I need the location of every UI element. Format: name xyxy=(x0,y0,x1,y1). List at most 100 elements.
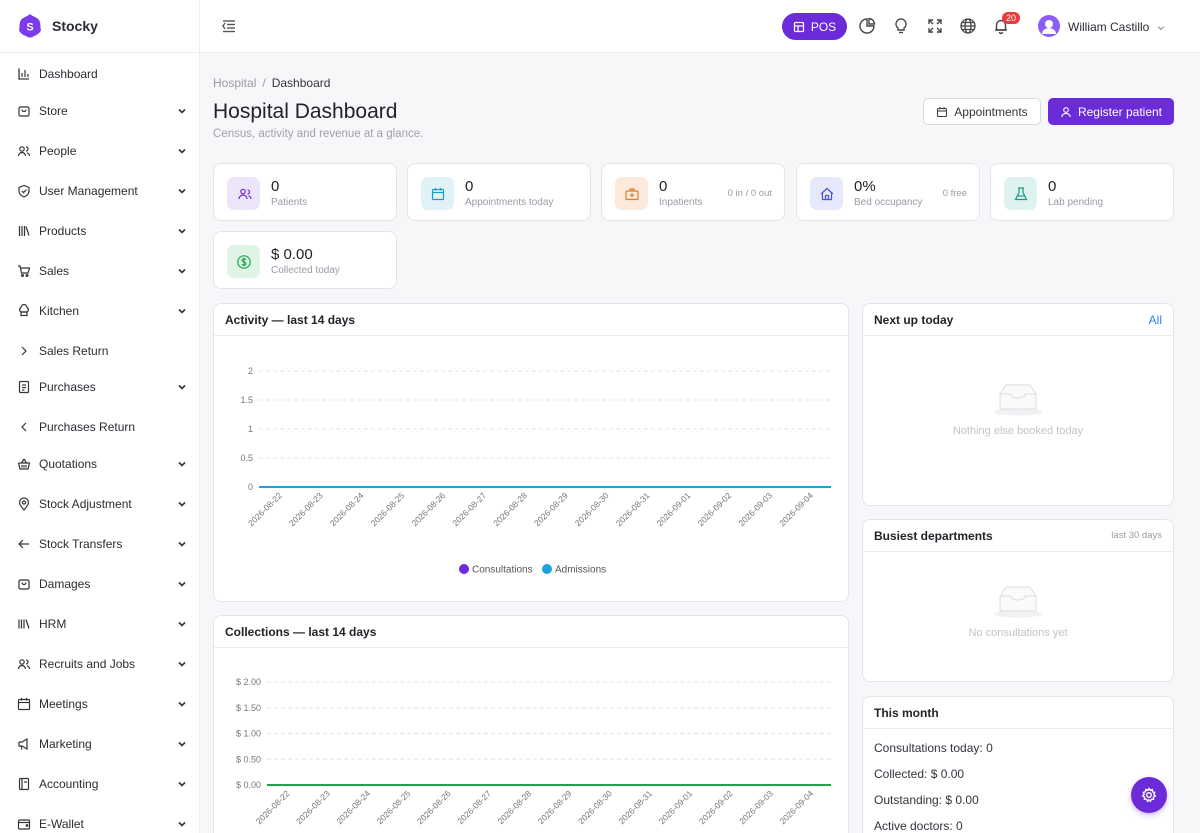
breadcrumb: Hospital / Dashboard xyxy=(213,76,330,90)
sidebar-item-sales[interactable]: Sales xyxy=(0,259,199,283)
sidebar-item-dashboard[interactable]: Dashboard xyxy=(0,62,199,86)
pos-button[interactable]: POS xyxy=(782,13,847,40)
pie-chart-icon[interactable] xyxy=(858,17,876,35)
svg-text:S: S xyxy=(26,22,33,34)
sidebar-item-label: Sales Return xyxy=(39,344,109,358)
fullscreen-icon[interactable] xyxy=(926,17,944,35)
home-icon xyxy=(810,177,843,210)
sidebar-item-label: Sales xyxy=(39,264,70,278)
x-tick-label: 2026-08-25 xyxy=(375,788,413,826)
receipt-icon xyxy=(17,380,31,394)
sidebar-item-e-wallet[interactable]: E-Wallet xyxy=(0,812,199,833)
stat-card-collected-today[interactable]: $ 0.00 Collected today xyxy=(213,231,397,289)
sidebar-item-quotations[interactable]: Quotations xyxy=(0,452,199,476)
bell-icon[interactable] xyxy=(992,17,1010,35)
chevron-left-icon xyxy=(17,420,31,434)
sidebar-item-label: Purchases Return xyxy=(39,420,136,434)
lightbulb-icon[interactable] xyxy=(892,17,910,35)
x-tick-label: 2026-08-23 xyxy=(294,788,332,826)
page-title: Hospital Dashboard xyxy=(213,100,398,123)
y-tick-label: 1.5 xyxy=(240,395,253,405)
pos-terminal-icon xyxy=(793,21,804,32)
appointments-button[interactable]: Appointments xyxy=(923,98,1041,125)
x-tick-label: 2026-08-26 xyxy=(409,490,447,528)
sidebar-item-label: Products xyxy=(39,224,87,238)
month-card-title: This month xyxy=(874,705,939,720)
sidebar-item-meetings[interactable]: Meetings xyxy=(0,692,199,716)
x-tick-label: 2026-08-30 xyxy=(576,788,614,826)
x-tick-label: 2026-08-30 xyxy=(573,490,611,528)
chevron-down-icon[interactable] xyxy=(1156,22,1166,32)
x-tick-label: 2026-09-04 xyxy=(777,788,815,826)
sidebar-item-store[interactable]: Store xyxy=(0,99,199,123)
user-name[interactable]: William Castillo xyxy=(1068,20,1150,34)
cart-icon xyxy=(17,264,31,278)
x-tick-label: 2026-08-22 xyxy=(246,490,284,528)
sidebar-item-label: Stock Adjustment xyxy=(39,497,132,511)
next-up-empty-text: Nothing else booked today xyxy=(952,425,1084,437)
arrow-left-icon xyxy=(17,537,31,551)
month-line-label: Outstanding xyxy=(874,793,939,807)
sidebar-item-marketing[interactable]: Marketing xyxy=(0,732,199,756)
sidebar-item-purchases-return[interactable]: Purchases Return xyxy=(0,415,199,439)
sidebar-item-damages[interactable]: Damages xyxy=(0,572,199,596)
patients-icon xyxy=(227,177,260,210)
chevron-down-icon xyxy=(176,538,188,550)
sidebar-item-label: Quotations xyxy=(39,457,98,471)
topbar: POS 20 William Castillo xyxy=(200,0,1200,53)
sidebar-item-stock-adjustment[interactable]: Stock Adjustment xyxy=(0,492,199,516)
departments-card: Busiest departments last 30 days No cons… xyxy=(862,519,1174,682)
x-tick-label: 2026-08-22 xyxy=(254,788,292,826)
stat-value: 0 xyxy=(1048,178,1057,195)
globe-icon[interactable] xyxy=(959,17,977,35)
stat-card-patients[interactable]: 0 Patients xyxy=(213,163,397,221)
month-line-value: $ 0.00 xyxy=(930,767,965,781)
departments-empty-text: No consultations yet xyxy=(968,627,1068,639)
register-patient-button[interactable]: Register patient xyxy=(1048,98,1174,125)
brand[interactable]: S Stocky xyxy=(0,0,199,53)
chevron-down-icon xyxy=(176,458,188,470)
chevron-down-icon xyxy=(176,618,188,630)
sidebar-item-label: Stock Transfers xyxy=(39,537,123,551)
stat-label: Lab pending xyxy=(1048,197,1104,208)
chevron-down-icon xyxy=(176,225,188,237)
sidebar-item-accounting[interactable]: Accounting xyxy=(0,772,199,796)
avatar[interactable] xyxy=(1038,15,1060,37)
sidebar-item-people[interactable]: People xyxy=(0,139,199,163)
y-tick-label: $ 2.00 xyxy=(236,677,261,687)
user-plus-icon xyxy=(1061,106,1071,117)
breadcrumb-separator: / xyxy=(262,76,266,90)
users-icon xyxy=(17,144,31,158)
stat-label: Inpatients xyxy=(659,197,703,208)
breadcrumb-parent[interactable]: Hospital xyxy=(213,76,257,90)
x-tick-label: 2026-08-28 xyxy=(495,788,533,826)
x-tick-label: 2026-08-28 xyxy=(491,490,529,528)
next-up-all-link[interactable]: All xyxy=(1148,312,1162,327)
sidebar-item-user-management[interactable]: User Management xyxy=(0,179,199,203)
stat-card-appointments-today[interactable]: 0 Appointments today xyxy=(407,163,591,221)
y-tick-label: $ 0.50 xyxy=(236,754,261,764)
menu-toggle-icon[interactable] xyxy=(220,17,238,35)
sidebar-item-products[interactable]: Products xyxy=(0,219,199,243)
stat-value: $ 0.00 xyxy=(271,246,313,263)
chevron-down-icon xyxy=(176,105,188,117)
sidebar-item-stock-transfers[interactable]: Stock Transfers xyxy=(0,532,199,556)
stat-card-bed-occupancy[interactable]: 0% Bed occupancy 0 free xyxy=(796,163,980,221)
notification-badge: 20 xyxy=(1002,12,1021,24)
sidebar-item-purchases[interactable]: Purchases xyxy=(0,375,199,399)
pos-label: POS xyxy=(810,19,837,34)
sidebar-item-sales-return[interactable]: Sales Return xyxy=(0,339,199,363)
month-line-label: Active doctors xyxy=(874,819,950,833)
month-line-value: 0 xyxy=(956,819,963,833)
next-up-card: Next up today All Nothing else booked to… xyxy=(862,303,1174,506)
sidebar-item-kitchen[interactable]: Kitchen xyxy=(0,299,199,323)
settings-fab[interactable] xyxy=(1131,777,1167,813)
stat-card-lab-pending[interactable]: 0 Lab pending xyxy=(990,163,1174,221)
y-tick-label: $ 0.00 xyxy=(236,780,261,790)
sidebar-item-recruits-and-jobs[interactable]: Recruits and Jobs xyxy=(0,652,199,676)
x-tick-label: 2026-08-26 xyxy=(415,788,453,826)
stat-card-inpatients[interactable]: 0 Inpatients 0 in / 0 out xyxy=(601,163,785,221)
sidebar-item-hrm[interactable]: HRM xyxy=(0,612,199,636)
sidebar-item-label: HRM xyxy=(39,617,67,631)
stat-value: 0% xyxy=(854,178,876,195)
